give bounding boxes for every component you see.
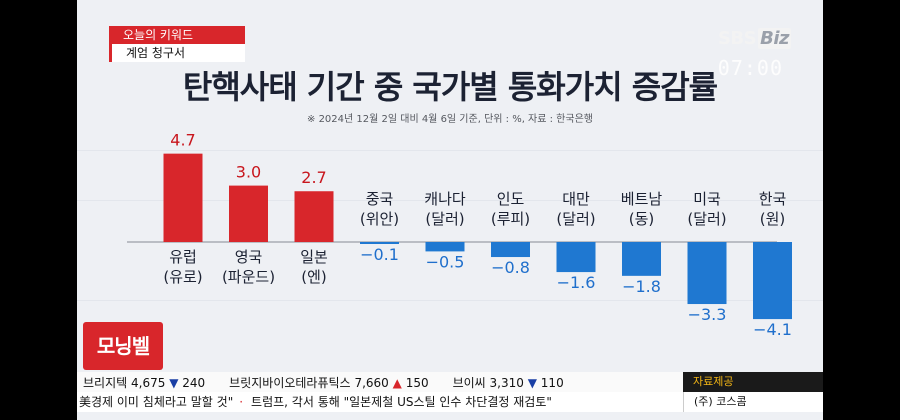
chart-title: 탄핵사태 기간 중 국가별 통화가치 증감률 xyxy=(182,68,718,106)
value-label: 4.7 xyxy=(170,131,195,150)
background-stripe xyxy=(77,300,823,301)
ticker-price: 7,660 xyxy=(354,375,389,390)
category-label: 대만 xyxy=(562,190,590,208)
bar xyxy=(491,242,530,258)
ticker-price: 3,310 xyxy=(489,375,524,390)
bar xyxy=(687,242,727,305)
logo-sbs: SBS xyxy=(717,28,757,49)
chart-note: ※ 2024년 12월 2일 대비 4월 6일 기준, 단위 : %, 자료 :… xyxy=(307,114,593,125)
bar xyxy=(556,242,596,273)
value-label: −0.8 xyxy=(491,258,530,277)
bar xyxy=(294,191,334,242)
category-sublabel: (엔) xyxy=(301,268,327,286)
news-separator: · xyxy=(239,395,244,409)
category-label: 중국 xyxy=(366,190,394,208)
logo-biz: Biz xyxy=(758,28,791,49)
category-sublabel: (파운드) xyxy=(222,268,275,286)
background-stripe xyxy=(77,150,823,151)
category-sublabel: (원) xyxy=(760,210,786,228)
broadcast-screen: 오늘의 키워드 계엄 청구서 SBS Biz 07:00 탄핵사태 기간 중 국가… xyxy=(77,0,823,420)
bar xyxy=(753,242,792,320)
ticker-direction: ▲ xyxy=(392,375,402,390)
category-label: 인도 xyxy=(497,190,525,208)
ticker-change: 240 xyxy=(182,375,206,390)
stock-ticker: 브리지텍 4,675 ▼ 240 브릿지바이오테라퓨틱스 7,660 ▲ 150… xyxy=(77,372,823,392)
value-label: 3.0 xyxy=(236,163,261,182)
value-label: −3.3 xyxy=(688,305,727,324)
category-label: 미국 xyxy=(693,190,721,208)
category-label: 일본 xyxy=(300,248,328,266)
value-label: −0.1 xyxy=(360,245,399,264)
ticker-direction: ▼ xyxy=(527,375,537,390)
source-label: 자료제공 xyxy=(683,372,823,392)
bar xyxy=(163,153,203,242)
ticker-name: 브이씨 xyxy=(452,375,486,390)
segment-badge: 모닝벨 xyxy=(83,322,163,370)
ticker-item: 브리지텍 4,675 ▼ 240 xyxy=(83,374,205,391)
category-label: 캐나다 xyxy=(424,190,466,208)
category-label: 영국 xyxy=(235,248,263,266)
ticker-price: 4,675 xyxy=(131,375,166,390)
background-stripe xyxy=(77,200,823,201)
ticker-name: 브리지텍 xyxy=(83,375,128,390)
bar xyxy=(229,185,268,242)
news-item: 美경제 이미 침체라고 말할 것" xyxy=(79,395,234,409)
bar xyxy=(425,242,465,252)
category-sublabel: (달러) xyxy=(687,210,726,228)
ticker-change: 150 xyxy=(405,375,429,390)
ticker-change: 110 xyxy=(540,375,564,390)
category-sublabel: (달러) xyxy=(556,210,595,228)
category-label: 베트남 xyxy=(621,190,663,208)
ticker-direction: ▼ xyxy=(169,375,179,390)
news-item: 트럼프, 각서 통해 "일본제철 US스틸 인수 차단결정 재검토" xyxy=(251,395,552,409)
ticker-item: 브이씨 3,310 ▼ 110 xyxy=(453,374,564,391)
category-sublabel: (유로) xyxy=(163,268,202,286)
channel-logo: SBS Biz xyxy=(718,28,791,49)
value-label: −4.1 xyxy=(753,320,792,339)
category-sublabel: (동) xyxy=(629,210,655,228)
value-label: −1.6 xyxy=(557,273,596,292)
category-label: 유럽 xyxy=(169,248,197,266)
category-sublabel: (루피) xyxy=(491,210,530,228)
category-label: 한국 xyxy=(759,190,787,208)
ticker-name: 브릿지바이오테라퓨틱스 xyxy=(229,375,351,390)
bar xyxy=(360,242,399,244)
category-sublabel: (달러) xyxy=(425,210,464,228)
clock: 07:00 xyxy=(717,56,783,80)
keyword-text: 계엄 청구서 xyxy=(109,44,245,62)
keyword-label: 오늘의 키워드 xyxy=(109,26,245,44)
category-sublabel: (위안) xyxy=(360,210,399,228)
ticker-item: 브릿지바이오테라퓨틱스 7,660 ▲ 150 xyxy=(229,374,428,391)
keyword-box: 오늘의 키워드 계엄 청구서 xyxy=(109,26,245,62)
bar xyxy=(622,242,661,276)
source-value: (주) 코스콤 xyxy=(683,392,823,412)
value-label: −0.5 xyxy=(426,252,465,271)
value-label: 2.7 xyxy=(301,168,326,187)
bar-chart: 4.7 유럽 (유로) 3.0 영국 (파운드) 2.7 일본 (엔) −0.1 중국 (위안) −0.… xyxy=(127,131,792,339)
news-crawl: 美경제 이미 침체라고 말할 것" · 트럼프, 각서 통해 "일본제철 US스틸 … xyxy=(77,392,683,412)
value-label: −1.8 xyxy=(622,277,661,296)
